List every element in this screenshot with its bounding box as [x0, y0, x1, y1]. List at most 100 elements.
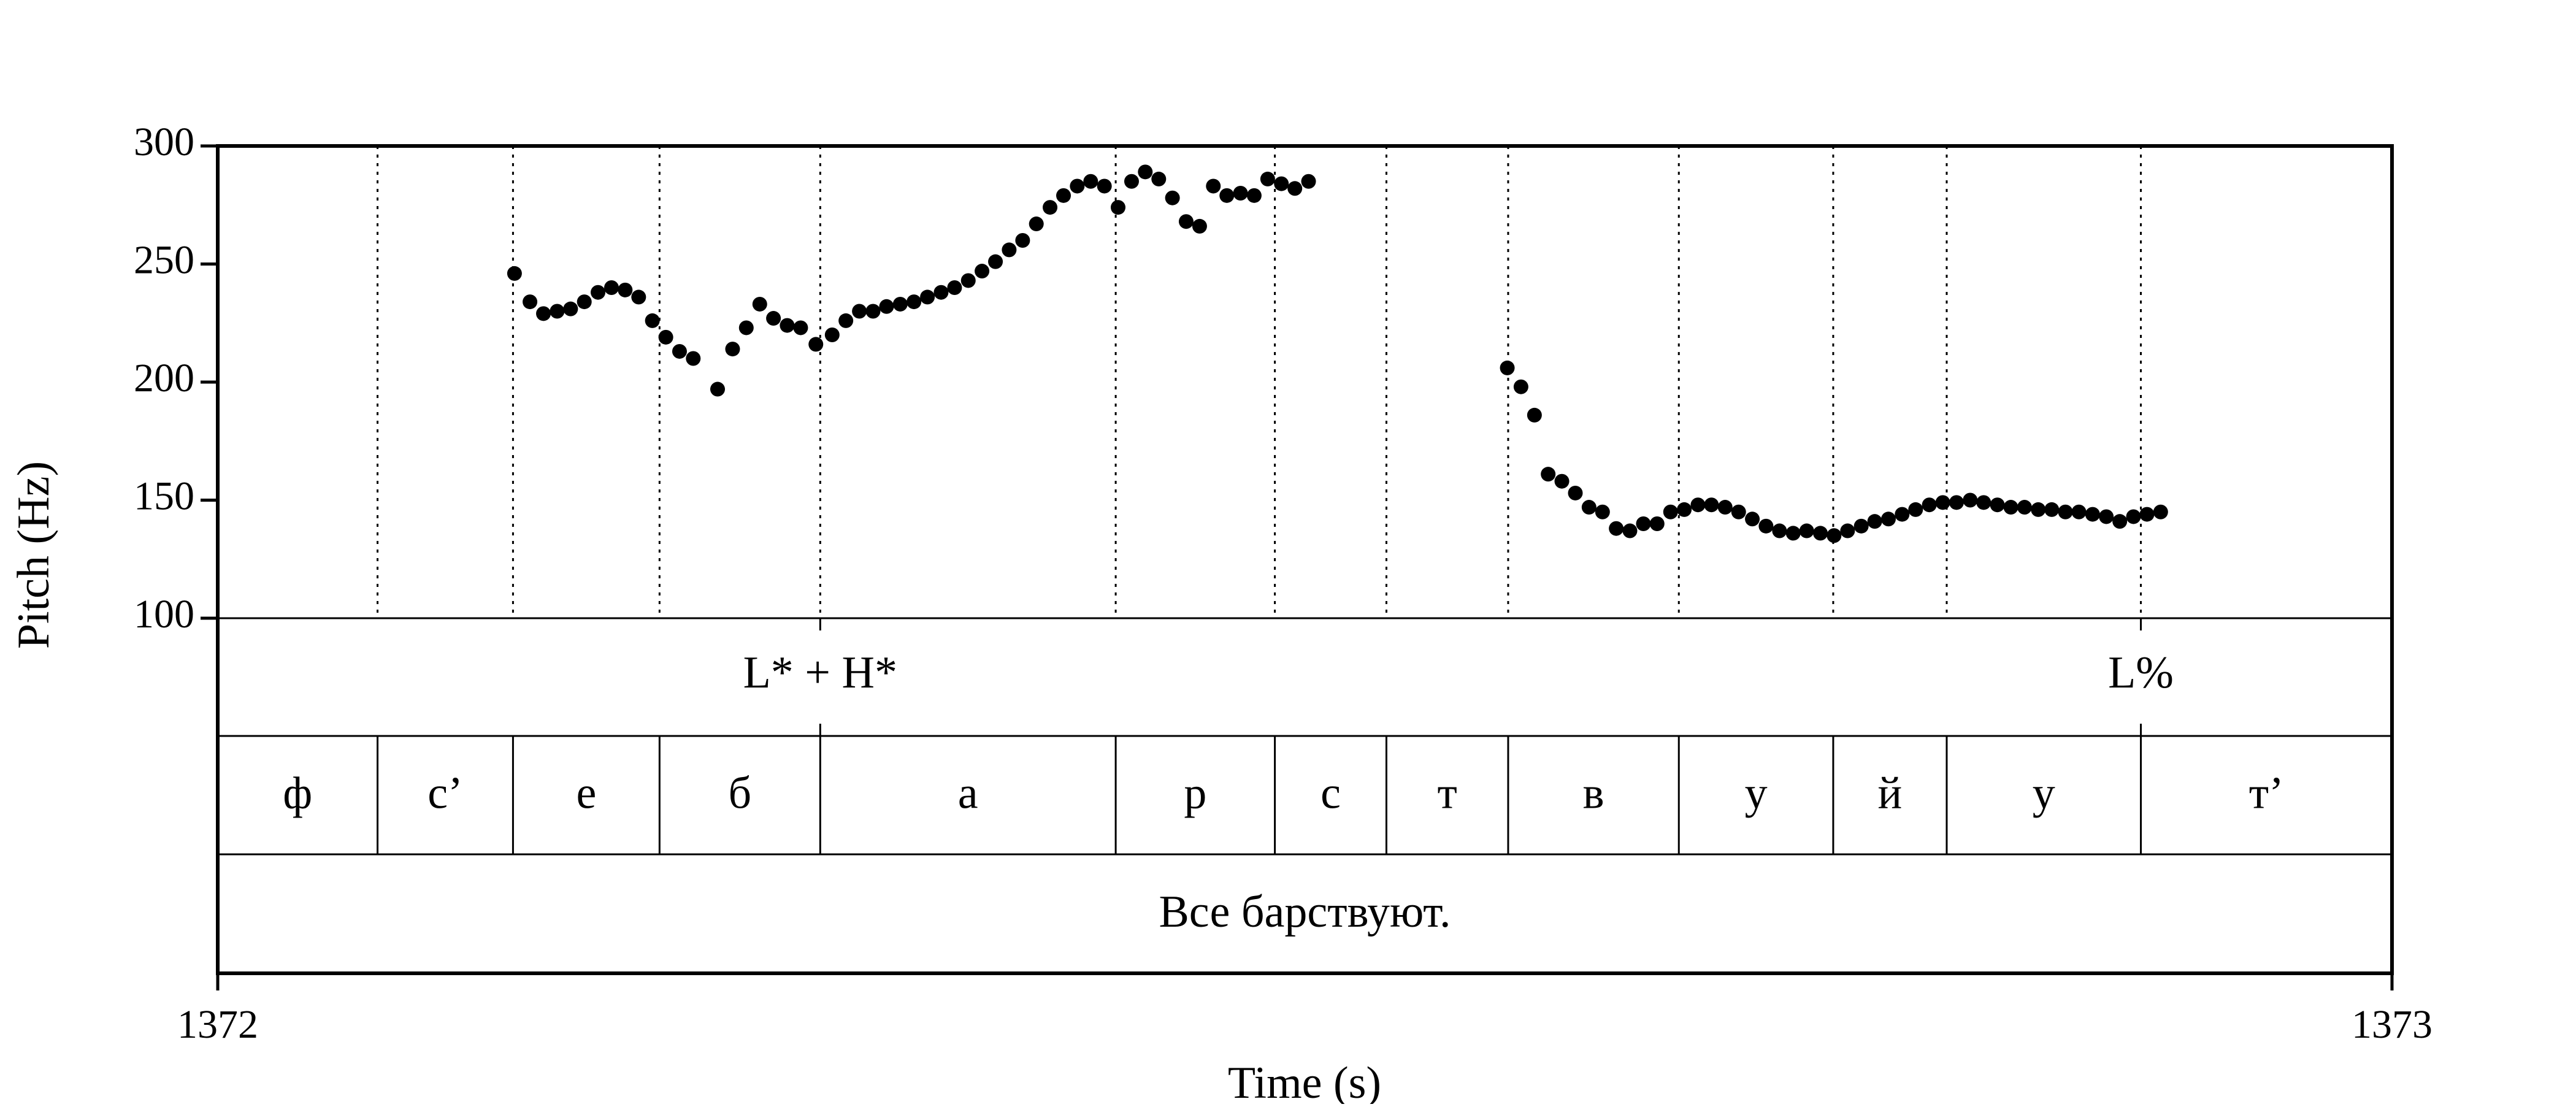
tone-label: L* + H* — [743, 648, 897, 698]
pitch-point — [1581, 500, 1597, 515]
pitch-point — [2003, 500, 2018, 515]
pitch-point — [725, 342, 740, 357]
pitch-point — [1922, 497, 1937, 513]
pitch-point — [1500, 360, 1515, 375]
pitch-point — [1043, 200, 1058, 215]
pitch-point — [658, 329, 673, 345]
pitch-point — [1880, 511, 1896, 527]
pitch-point — [2017, 500, 2032, 515]
pitch-point — [507, 266, 522, 281]
pitch-point — [1758, 518, 1774, 534]
pitch-point — [523, 294, 538, 310]
segment-label: с — [1321, 768, 1341, 818]
pitch-point — [907, 294, 922, 310]
pitch-point — [752, 296, 767, 312]
pitch-point — [1731, 504, 1746, 519]
pitch-point — [1568, 485, 1583, 500]
pitch-point — [1554, 473, 1570, 489]
pitch-point — [1949, 495, 1964, 510]
pitch-point — [933, 285, 949, 300]
y-tick-label-250: 250 — [134, 238, 194, 283]
axes: Pitch (Hz) Time (s) 1372 1373 100 150 200 2… — [9, 120, 2432, 1107]
pitch-point — [738, 320, 754, 335]
pitch-point — [1110, 200, 1125, 215]
pitch-point — [1745, 511, 1760, 527]
segment-label: й — [1878, 768, 1903, 818]
segment-label: т — [1438, 768, 1457, 818]
pitch-point — [1178, 214, 1194, 229]
pitch-point — [1704, 497, 1719, 513]
pitch-point — [563, 301, 578, 316]
pitch-point — [920, 289, 935, 305]
pitch-point — [1056, 188, 1071, 203]
pitch-point — [2099, 509, 2114, 524]
pitch-points — [507, 164, 2168, 543]
pitch-point — [1301, 174, 1316, 189]
pitch-point — [1070, 178, 1085, 194]
pitch-point — [2112, 514, 2128, 529]
y-axis-title: Pitch (Hz) — [9, 461, 59, 649]
pitch-point — [710, 381, 725, 397]
pitch-point — [1192, 218, 1207, 234]
tier-sentence: Все барствуют. — [1159, 887, 1451, 937]
pitch-point — [2058, 504, 2073, 519]
segment-label: с’ — [427, 768, 463, 818]
pitch-point — [1165, 190, 1180, 205]
pitch-point — [1287, 181, 1303, 196]
x-axis-title: Time (s) — [1228, 1058, 1381, 1104]
pitch-point — [536, 306, 551, 321]
pitch-point — [550, 304, 565, 319]
pitch-point — [1935, 495, 1950, 510]
pitch-point — [591, 285, 606, 300]
pitch-point — [1246, 188, 1262, 203]
pitch-point — [1772, 523, 1787, 538]
y-tick-label-300: 300 — [134, 120, 194, 164]
pitch-point — [618, 282, 633, 297]
pitch-point — [975, 264, 990, 279]
tier-segments: ф с’ е б а р с т в у й у т’ — [283, 736, 2284, 854]
pitch-point — [1124, 174, 1139, 189]
pitch-point — [1015, 233, 1030, 248]
pitch-point — [865, 304, 881, 319]
outer-frame — [216, 144, 2394, 975]
tone-label: L% — [2108, 648, 2174, 698]
pitch-point — [1799, 523, 1814, 538]
x-tick-label-start: 1372 — [177, 1002, 258, 1047]
pitch-point — [1963, 492, 1978, 508]
pitch-point — [960, 273, 976, 288]
y-tick-label-100: 100 — [134, 592, 194, 637]
pitch-point — [780, 318, 795, 333]
pitch-point — [2031, 502, 2046, 517]
pitch-point — [879, 299, 894, 314]
pitch-point — [852, 304, 867, 319]
pitch-point — [645, 313, 660, 328]
pitch-point — [1867, 514, 1882, 529]
x-tick-label-end: 1373 — [2352, 1002, 2432, 1047]
pitch-point — [2153, 504, 2168, 519]
pitch-point — [1527, 407, 1542, 423]
pitch-point — [1827, 528, 1842, 543]
pitch-point — [1151, 171, 1167, 186]
boundary-grid — [377, 146, 2142, 618]
y-tick-label-200: 200 — [134, 356, 194, 400]
pitch-point — [1541, 467, 1556, 482]
segment-label: у — [1745, 768, 1768, 818]
pitch-point — [1595, 504, 1610, 519]
pitch-point — [1029, 216, 1044, 232]
segment-label: р — [1184, 768, 1206, 818]
pitch-point — [1663, 504, 1678, 519]
pitch-point — [838, 313, 854, 328]
pitch-point — [1260, 171, 1275, 186]
pitch-point — [1206, 178, 1221, 194]
tier-tones: L* + H* L% — [743, 618, 2174, 736]
pitch-point — [1677, 502, 1692, 517]
pitch-point — [1813, 526, 1828, 541]
segment-label: е — [576, 768, 596, 818]
pitch-point — [1895, 507, 1910, 522]
segment-label: в — [1583, 768, 1604, 818]
pitch-point — [1002, 242, 1017, 258]
pitch-point — [686, 351, 701, 366]
pitch-point — [892, 296, 908, 312]
